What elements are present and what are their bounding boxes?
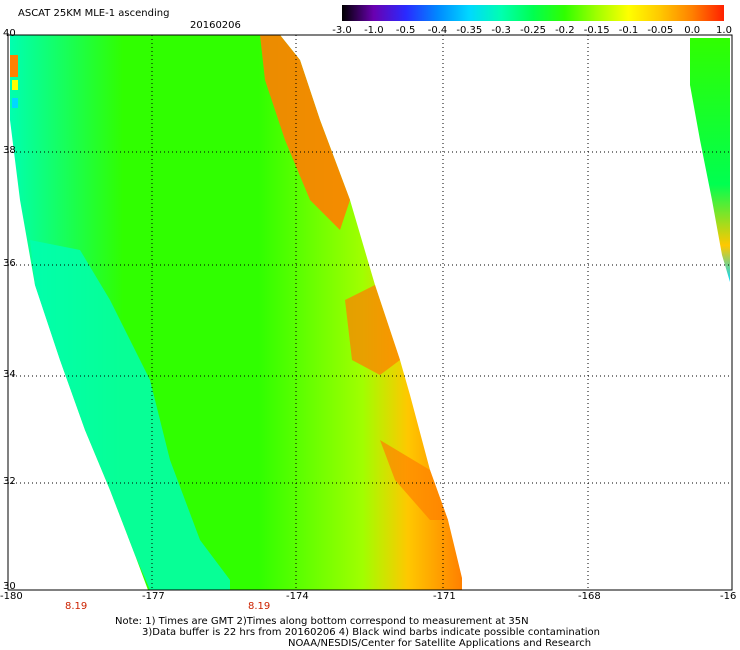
color-scale-tick: 0.0	[684, 25, 701, 36]
lat-label-32: 32	[3, 476, 16, 487]
swath-edge-pixel	[10, 55, 18, 77]
swath-orange-band	[260, 35, 350, 230]
lat-label-36: 36	[3, 258, 16, 269]
color-scale-tick: -0.05	[647, 25, 674, 36]
color-scale-tick: -0.3	[491, 25, 511, 36]
lat-label-38: 38	[3, 145, 16, 156]
chart-title: ASCAT 25KM MLE-1 ascending	[18, 8, 170, 19]
color-scale-tick: -0.35	[456, 25, 483, 36]
color-scale-bar	[342, 5, 724, 21]
color-scale-tick: -3.0	[332, 25, 352, 36]
color-scale-tick: -0.2	[555, 25, 575, 36]
lon-label-180: -180	[0, 591, 23, 602]
pass-time-label: 8.19	[248, 601, 271, 612]
color-scale-tick: 1.0	[716, 25, 732, 36]
scatterometer-swath-right	[690, 38, 730, 282]
footnote-line-1: Note: 1) Times are GMT 2)Times along bot…	[115, 616, 529, 627]
lon-label-171: -171	[433, 591, 456, 602]
swath-orange-band	[380, 440, 448, 520]
lon-label-174: -174	[286, 591, 309, 602]
swath-cyan-region	[30, 240, 230, 590]
lon-label-177: -177	[142, 591, 165, 602]
graticule	[8, 35, 732, 590]
color-scale-tick: -0.5	[395, 25, 416, 36]
lon-label-168: -168	[578, 591, 601, 602]
lat-label-34: 34	[3, 369, 16, 380]
color-scale-tick: -0.15	[583, 25, 610, 36]
color-scale-tick: -0.25	[520, 25, 546, 36]
lon-label-165: -16	[720, 591, 737, 602]
color-scale-tick: -0.4	[427, 25, 448, 36]
color-scale-tick: -1.0	[364, 25, 384, 36]
swath-edge-pixel	[12, 98, 18, 108]
pass-time-label: 8.19	[65, 601, 88, 612]
lat-label-30: 30	[3, 581, 16, 592]
swath-edge-pixel	[12, 80, 18, 90]
color-scale-tick: -0.1	[618, 25, 639, 36]
footnote-line-2: 3)Data buffer is 22 hrs from 20160206 4)…	[142, 627, 600, 638]
map-frame	[7, 34, 733, 591]
footnote-line-3: NOAA/NESDIS/Center for Satellite Applica…	[288, 638, 592, 649]
swath-orange-band	[345, 285, 400, 375]
lat-label-40: 40	[3, 28, 16, 39]
chart-date: 20160206	[190, 20, 241, 31]
